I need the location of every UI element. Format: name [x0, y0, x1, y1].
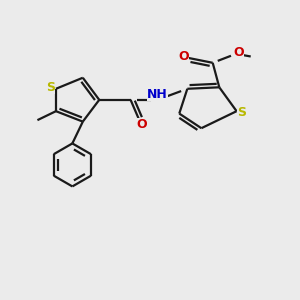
- Text: NH: NH: [147, 88, 168, 101]
- Text: O: O: [178, 50, 189, 63]
- Text: S: S: [46, 81, 55, 94]
- Text: O: O: [136, 118, 147, 131]
- Text: O: O: [234, 46, 244, 59]
- Text: S: S: [238, 106, 247, 119]
